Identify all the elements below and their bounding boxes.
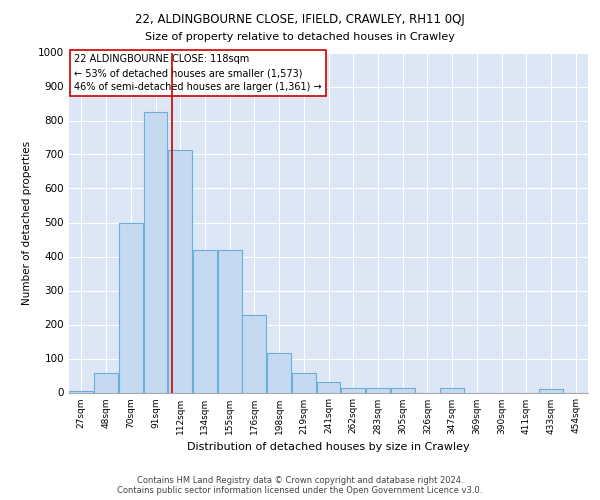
Text: 22, ALDINGBOURNE CLOSE, IFIELD, CRAWLEY, RH11 0QJ: 22, ALDINGBOURNE CLOSE, IFIELD, CRAWLEY,… bbox=[135, 12, 465, 26]
Bar bbox=[317, 382, 340, 392]
Bar bbox=[218, 250, 242, 392]
Text: 22 ALDINGBOURNE CLOSE: 118sqm
← 53% of detached houses are smaller (1,573)
46% o: 22 ALDINGBOURNE CLOSE: 118sqm ← 53% of d… bbox=[74, 54, 322, 92]
Text: Contains HM Land Registry data © Crown copyright and database right 2024.
Contai: Contains HM Land Registry data © Crown c… bbox=[118, 476, 482, 495]
Bar bbox=[539, 389, 563, 392]
Text: Size of property relative to detached houses in Crawley: Size of property relative to detached ho… bbox=[145, 32, 455, 42]
X-axis label: Distribution of detached houses by size in Crawley: Distribution of detached houses by size … bbox=[187, 442, 470, 452]
Bar bbox=[168, 150, 192, 392]
Bar bbox=[366, 388, 390, 392]
Bar bbox=[70, 391, 94, 392]
Bar bbox=[267, 354, 291, 393]
Bar bbox=[242, 315, 266, 392]
Bar bbox=[94, 373, 118, 392]
Bar bbox=[193, 250, 217, 392]
Bar bbox=[292, 373, 316, 392]
Bar bbox=[341, 388, 365, 392]
Y-axis label: Number of detached properties: Number of detached properties bbox=[22, 140, 32, 304]
Bar bbox=[119, 222, 143, 392]
Bar bbox=[440, 388, 464, 392]
Bar bbox=[391, 388, 415, 392]
Bar bbox=[143, 112, 167, 392]
